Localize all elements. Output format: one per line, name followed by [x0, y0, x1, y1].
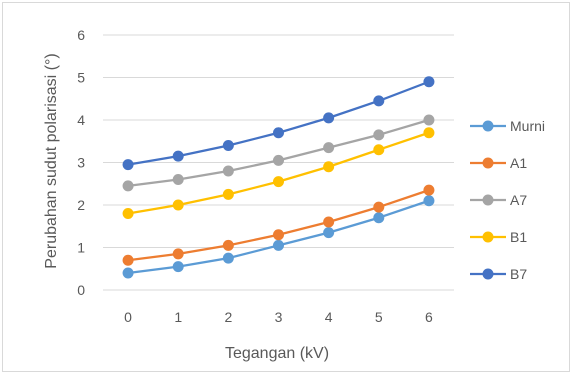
x-tick-label: 4 — [325, 309, 333, 325]
legend-label: Murni — [510, 118, 545, 134]
legend-label: B1 — [510, 229, 527, 245]
series-b1 — [122, 127, 435, 219]
data-point — [122, 208, 134, 219]
y-tick-label: 1 — [77, 240, 85, 256]
x-tick-label: 3 — [275, 309, 283, 325]
legend-marker — [482, 194, 494, 206]
x-axis-title: Tegangan (kV) — [225, 345, 329, 362]
x-tick-label: 5 — [375, 309, 383, 325]
series-a7 — [122, 114, 435, 192]
data-point — [172, 199, 184, 211]
series-murni — [122, 195, 435, 279]
y-tick-label: 3 — [77, 155, 85, 171]
data-point — [373, 201, 385, 213]
legend-marker — [482, 268, 494, 280]
data-point — [373, 144, 385, 156]
data-point — [423, 127, 435, 139]
series-group — [122, 76, 435, 279]
y-tick-label: 4 — [77, 112, 85, 128]
data-point — [323, 112, 335, 124]
series-line — [127, 131, 430, 215]
y-tick-label: 5 — [77, 70, 85, 86]
legend-item-a7: A7 — [470, 192, 527, 208]
chart-area — [2, 2, 570, 372]
data-point — [323, 216, 335, 228]
y-tick-label: 6 — [77, 27, 85, 43]
series-b7 — [122, 76, 435, 171]
x-tick-label: 0 — [124, 309, 132, 325]
legend-label: A7 — [510, 192, 527, 208]
legend-marker — [482, 231, 494, 243]
legend-marker — [482, 120, 494, 132]
data-point — [122, 159, 134, 171]
data-point — [373, 129, 385, 141]
legend-item-a1: A1 — [470, 155, 527, 171]
y-tick-label: 0 — [77, 282, 85, 298]
data-point — [273, 229, 284, 241]
data-point — [273, 176, 284, 188]
data-point — [423, 76, 435, 88]
data-point — [122, 180, 134, 192]
data-point — [172, 150, 184, 162]
data-point — [273, 127, 284, 139]
data-point — [172, 261, 184, 273]
legend-label: B7 — [510, 266, 527, 282]
data-point — [323, 161, 335, 173]
legend-item-b7: B7 — [470, 266, 527, 282]
legend: Murni A1 A7 B1 B7 — [470, 118, 545, 282]
data-point — [222, 252, 234, 264]
x-tick-label: 2 — [224, 309, 232, 325]
data-point — [323, 142, 335, 154]
data-point — [172, 174, 184, 185]
data-point — [373, 95, 385, 107]
data-point — [273, 154, 284, 166]
data-point — [373, 212, 385, 224]
data-point — [222, 165, 234, 177]
data-point — [423, 184, 435, 196]
data-point — [172, 248, 184, 260]
series-a1 — [122, 184, 435, 266]
data-point — [423, 114, 435, 126]
legend-item-murni: Murni — [470, 118, 545, 134]
legend-label: A1 — [510, 155, 527, 171]
data-point — [323, 227, 335, 239]
x-tick-label: 6 — [425, 309, 433, 325]
y-tick-label: 2 — [77, 197, 85, 213]
y-axis-title: Perubahan sudut polarisasi (°) — [43, 53, 60, 268]
series-line — [127, 80, 430, 166]
legend-marker — [482, 157, 494, 169]
data-point — [122, 267, 134, 279]
legend-item-b1: B1 — [470, 229, 527, 245]
data-point — [222, 239, 234, 251]
gridlines — [103, 34, 454, 291]
data-point — [423, 195, 435, 207]
x-axis-ticks: 0 1 2 3 4 5 6 — [124, 309, 433, 325]
data-point — [273, 239, 284, 251]
data-point — [122, 254, 134, 266]
data-point — [222, 188, 234, 200]
data-point — [222, 140, 234, 151]
y-axis-ticks: 0 1 2 3 4 5 6 — [77, 27, 85, 298]
x-tick-label: 1 — [174, 309, 182, 325]
